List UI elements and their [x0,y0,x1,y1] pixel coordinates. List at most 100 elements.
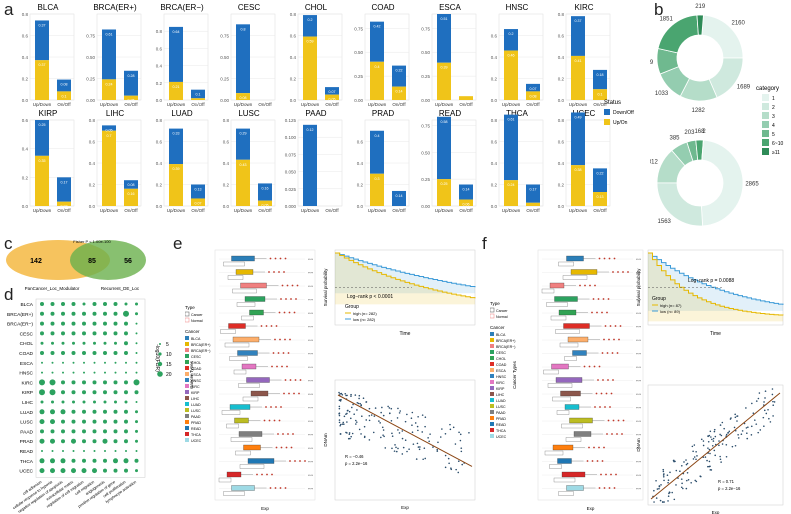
y-tick-label: 0.4 [223,161,230,166]
legend-label: BRCA(ER−) [191,349,210,353]
corr-point [396,417,399,419]
row-label: LUSC [20,420,33,426]
corr-point [745,407,747,409]
dot [71,380,76,385]
box-normal [229,356,248,361]
donut-label: 1563 [658,219,672,225]
box-cancer [566,255,584,262]
corr-point [685,459,687,461]
y-tick-label: 0.00 [421,98,430,103]
row-label: BRCA(ER−) [7,322,33,328]
dot [135,401,138,403]
corr-point [357,402,360,405]
corr-point [384,447,387,449]
corr-point [692,450,694,453]
corr-point [719,458,722,461]
corr-point [411,411,414,414]
bar-down-off [35,120,49,156]
venn-right-label: Recurrent_DE_Loc [101,286,140,291]
x-tick-label: On/Off [593,102,607,107]
sig-label: **** [636,488,642,492]
outlier [285,298,287,300]
legend-label: LIHC [191,397,200,401]
cancer-title: PAAD [305,109,326,118]
outlier [602,379,604,381]
legend-swatch [490,374,494,378]
corr-point [767,408,769,411]
cancer-title: LUSC [238,109,260,118]
outlier [606,311,608,314]
box-normal [541,288,555,294]
corr-point [685,463,688,466]
corr-point [368,439,371,441]
box-normal [558,491,574,496]
corr-point [695,458,697,461]
outlier [596,311,598,314]
dot [82,321,86,326]
outlier [284,338,286,341]
legend-label: HNSC [496,375,507,379]
dot [135,302,138,306]
corr-point [750,425,753,428]
sig-label: **** [308,299,314,303]
legend-label: 4 [772,123,775,129]
corr-point [350,395,352,397]
corr-point [667,479,670,482]
dot [113,321,118,326]
venn-left-label: PanCancer_Loc_Modulator [25,286,80,291]
dot [124,302,128,306]
corr-point [373,415,376,417]
dot [51,371,54,374]
legend-label: UCEC [191,439,202,443]
corr-point [725,455,728,458]
y-tick-label: 0.0 [156,204,163,209]
corr-point [457,460,460,463]
box-cancer [243,444,261,451]
dot [61,321,65,326]
corr-point [713,449,716,452]
box-cancer [238,431,263,437]
dot [72,371,75,374]
legend-label: PAAD [496,411,506,415]
y-tick-label: 0.75 [354,26,363,31]
x-tick-label: On/Off [191,208,205,213]
legend-swatch [490,332,494,336]
data-label: 0.05 [329,98,336,102]
corr-point [692,458,695,460]
corr-point [680,465,683,467]
x-tick-label: Up/Down [301,208,320,213]
outlier [294,379,297,381]
dot [93,400,96,404]
corr-point [733,426,736,429]
dot [114,400,117,404]
donut-slice [696,14,704,36]
outlier [601,460,604,462]
dot [124,468,128,473]
dot [135,429,138,433]
cancer-title: CESC [238,3,260,12]
cancer-title: THCA [506,109,528,118]
corr-point [395,450,398,453]
venn-overlap-count: 85 [88,258,96,265]
bar-up-on [102,79,116,100]
bar-down-off [437,116,451,180]
bar-down-off [102,29,116,80]
sig-label: **** [636,461,642,465]
legend-label: READ [496,423,506,427]
outlier [287,433,289,435]
corr-point [378,420,380,422]
corr-point [714,454,717,457]
legend-label: LUSC [496,405,506,409]
corr-point [658,485,661,487]
corr-point [370,414,373,416]
dot [71,331,76,336]
x-tick-label: On/Off [526,208,540,213]
corr-point [710,436,712,438]
box-cancer [557,458,572,464]
corr-point [755,423,758,425]
y-tick-label: 0.75 [421,26,430,31]
km-ylabel: Survival probability [636,268,641,307]
bar-down-off [593,69,607,90]
corr-point [694,479,697,482]
dot [71,429,76,434]
